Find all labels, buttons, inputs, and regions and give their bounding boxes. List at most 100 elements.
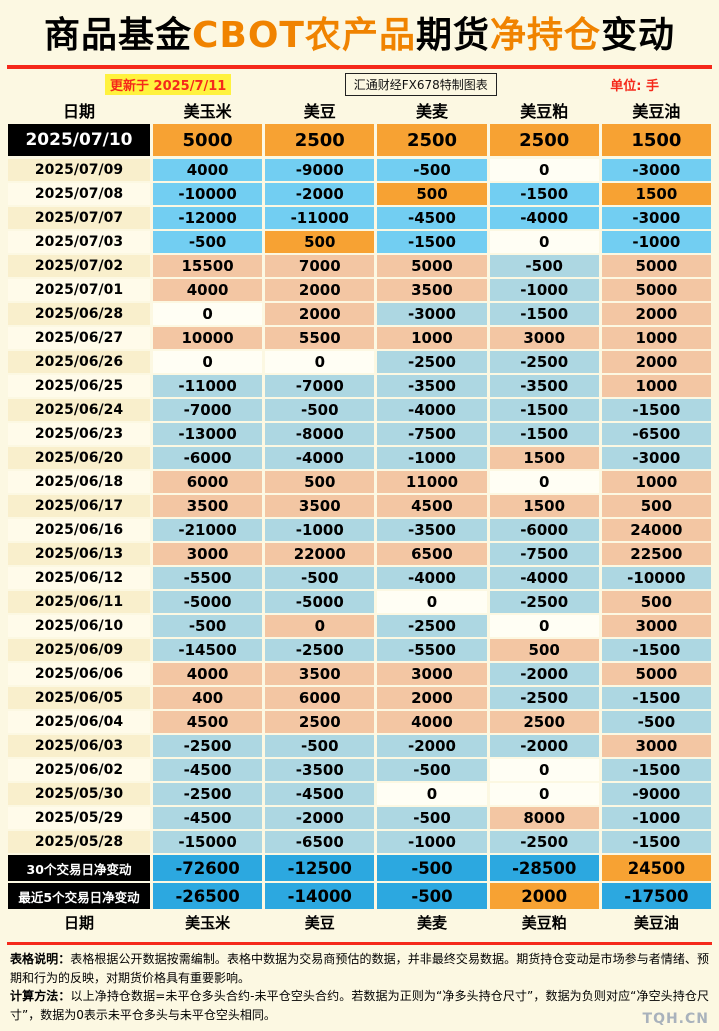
value-cell: -4500 <box>153 759 263 782</box>
value-cell: -11000 <box>153 375 263 398</box>
value-cell: 1000 <box>601 327 711 350</box>
page-title: 商品基金CBOT农产品期货净持仓变动 <box>0 0 719 57</box>
date-cell: 2025/06/17 <box>8 495 150 518</box>
value-cell: 3500 <box>265 663 375 686</box>
value-cell: -7000 <box>265 375 375 398</box>
table-body: 2025/07/10 5000 2500 2500 2500 1500 2025/07/09… <box>0 124 719 854</box>
summary-value-cell: -72600 <box>153 855 263 882</box>
value-cell: 1500 <box>489 495 599 518</box>
date-cell: 2025/06/03 <box>8 735 150 758</box>
date-cell: 2025/06/25 <box>8 375 150 398</box>
value-cell: 0 <box>489 159 599 182</box>
footer-note2-label: 计算方法： <box>10 989 71 1004</box>
value-cell: -2500 <box>377 615 487 638</box>
value-cell: -2000 <box>489 735 599 758</box>
column-header-soybean: 美豆 <box>304 914 335 933</box>
value-cell: 0 <box>265 351 375 374</box>
value-cell: -10000 <box>601 567 711 590</box>
table-row: 2025/06/24 -7000 -500 -4000 -1500 -1500 <box>8 399 711 422</box>
value-cell: -4500 <box>377 207 487 230</box>
date-cell: 2025/05/30 <box>8 783 150 806</box>
table-row: 2025/06/25 -11000 -7000 -3500 -3500 1000 <box>8 375 711 398</box>
summary-value-cell: -26500 <box>153 883 263 910</box>
value-cell: -1500 <box>489 183 599 206</box>
date-cell: 2025/07/01 <box>8 279 150 302</box>
value-cell: 0 <box>489 759 599 782</box>
date-cell: 2025/06/20 <box>8 447 150 470</box>
table-summary: 30个交易日净变动 -72600 -12500 -500 -28500 24500 最近5个… <box>0 855 719 910</box>
value-cell: 0 <box>489 615 599 638</box>
date-cell: 2025/06/05 <box>8 687 150 710</box>
value-cell: 2500 <box>265 711 375 734</box>
value-cell: 6000 <box>153 471 263 494</box>
date-cell: 2025/06/18 <box>8 471 150 494</box>
value-cell: -1500 <box>601 399 711 422</box>
table-row: 2025/07/08 -10000 -2000 500 -1500 1500 <box>8 183 711 206</box>
date-cell: 2025/06/26 <box>8 351 150 374</box>
value-cell: 2500 <box>489 711 599 734</box>
value-cell: -2500 <box>489 591 599 614</box>
value-cell: 0 <box>377 783 487 806</box>
date-cell: 2025/06/13 <box>8 543 150 566</box>
date-cell: 2025/06/06 <box>8 663 150 686</box>
value-cell: 1500 <box>601 124 711 157</box>
value-cell: -2000 <box>265 183 375 206</box>
table-row: 2025/06/09 -14500 -2500 -5500 500 -1500 <box>8 639 711 662</box>
table-row: 2025/06/05 400 6000 2000 -2500 -1500 <box>8 687 711 710</box>
value-cell: 1500 <box>601 183 711 206</box>
value-cell: -4000 <box>489 207 599 230</box>
value-cell: -5000 <box>265 591 375 614</box>
footer-note2-text: 以上净持仓数据=未平仓多头合约-未平仓空头合约。若数据为正则为“净多头持仓尺寸”… <box>10 989 709 1022</box>
value-cell: -500 <box>153 231 263 254</box>
value-cell: -2500 <box>489 351 599 374</box>
value-cell: -3500 <box>377 375 487 398</box>
date-cell: 2025/06/24 <box>8 399 150 422</box>
value-cell: 3500 <box>377 279 487 302</box>
value-cell: 5500 <box>265 327 375 350</box>
value-cell: -9000 <box>265 159 375 182</box>
summary-row: 30个交易日净变动 -72600 -12500 -500 -28500 24500 <box>8 855 711 882</box>
value-cell: -6500 <box>265 831 375 854</box>
value-cell: -3500 <box>265 759 375 782</box>
table-row: 2025/06/10 -500 0 -2500 0 3000 <box>8 615 711 638</box>
value-cell: 6500 <box>377 543 487 566</box>
value-cell: 2500 <box>489 124 599 157</box>
value-cell: -4000 <box>377 567 487 590</box>
value-cell: 4500 <box>153 711 263 734</box>
title-part-black-3: 变动 <box>601 15 676 56</box>
summary-value-cell: 2000 <box>489 883 599 910</box>
value-cell: 0 <box>489 231 599 254</box>
value-cell: -1500 <box>377 231 487 254</box>
value-cell: -1000 <box>601 231 711 254</box>
value-cell: -11000 <box>265 207 375 230</box>
value-cell: -2500 <box>153 783 263 806</box>
value-cell: -6500 <box>601 423 711 446</box>
summary-value-cell: -500 <box>377 855 487 882</box>
value-cell: 5000 <box>377 255 487 278</box>
value-cell: 3000 <box>489 327 599 350</box>
value-cell: -3500 <box>489 375 599 398</box>
value-cell: -3000 <box>601 447 711 470</box>
value-cell: -1000 <box>377 831 487 854</box>
date-cell: 2025/06/23 <box>8 423 150 446</box>
value-cell: 1500 <box>489 447 599 470</box>
summary-value-cell: -17500 <box>601 883 711 910</box>
value-cell: -2500 <box>489 687 599 710</box>
title-part-black-2: 期货 <box>416 15 491 56</box>
date-cell: 2025/06/09 <box>8 639 150 662</box>
value-cell: 4500 <box>377 495 487 518</box>
value-cell: -1000 <box>601 807 711 830</box>
value-cell: -2000 <box>377 735 487 758</box>
value-cell: 400 <box>153 687 263 710</box>
table-row: 2025/06/06 4000 3500 3000 -2000 5000 <box>8 663 711 686</box>
title-part-orange-1: CBOT农产品 <box>191 15 416 56</box>
table-row: 2025/06/11 -5000 -5000 0 -2500 500 <box>8 591 711 614</box>
value-cell: -500 <box>153 615 263 638</box>
date-cell: 2025/05/29 <box>8 807 150 830</box>
value-cell: -8000 <box>265 423 375 446</box>
value-cell: -10000 <box>153 183 263 206</box>
date-cell: 2025/06/16 <box>8 519 150 542</box>
date-cell: 2025/07/10 <box>8 124 150 157</box>
site-watermark: TQH.CN <box>642 1011 709 1027</box>
table-header-bottom: 日期 美玉米 美豆 美麦 美豆粕 美豆油 <box>8 911 711 934</box>
